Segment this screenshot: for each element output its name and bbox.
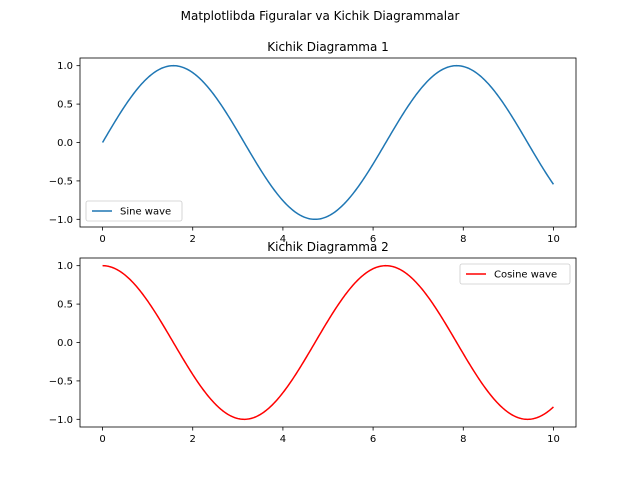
subplot-1-title: Kichik Diagramma 1 [267, 40, 389, 54]
subplot-1-x-tick-label: 0 [99, 234, 105, 245]
subplot-1-x-tick-label: 2 [190, 234, 196, 245]
subplot-1-y-tick-label: 0.5 [57, 100, 73, 111]
legend-frame [459, 263, 571, 285]
subplot-2: Kichik Diagramma 2 0 2 4 6 8 10 −1.0 −0.5 0.0 0.5 1… [49, 240, 577, 445]
subplot-2-y-tick-label: 1.0 [57, 261, 73, 272]
subplots-group: Kichik Diagramma 1 0 2 4 6 8 10 −1.0 −0.5 0.0 0.5 1… [49, 40, 577, 445]
subplot-2-y-tick-label: −0.5 [49, 376, 73, 387]
subplot-2-x-tick-label: 4 [280, 434, 286, 445]
subplot-2-series-line [102, 264, 554, 421]
legend-label: Cosine wave [494, 270, 557, 281]
legend-label: Sine wave [120, 207, 171, 218]
subplot-1-y-tick-label: 1.0 [57, 61, 73, 72]
subplot-1-y-tick-label: −1.0 [49, 215, 73, 226]
subplot-1-x-tick-label: 8 [460, 234, 466, 245]
subplot-2-title: Kichik Diagramma 2 [267, 240, 389, 254]
figure-suptitle: Matplotlibda Figuralar va Kichik Diagram… [181, 9, 460, 23]
subplot-2-x-tick-label: 2 [190, 434, 196, 445]
subplot-1-x-tick-label: 4 [280, 234, 286, 245]
subplot-1-y-tick-label: 0.0 [57, 138, 73, 149]
subplot-1-series-line [101, 64, 555, 221]
subplot-1-legend: Sine wave [85, 200, 183, 222]
subplot-2-x-tick-label: 8 [460, 434, 466, 445]
subplot-1-y-tick-label: −0.5 [49, 176, 73, 187]
subplot-2-x-tick-label: 10 [547, 434, 560, 445]
subplot-2-x-tick-label: 6 [370, 434, 376, 445]
subplot-2-legend: Cosine wave [459, 263, 571, 285]
subplot-1-x-tick-label: 6 [370, 234, 376, 245]
legend-frame [85, 200, 183, 222]
subplot-1-x-tick-label: 10 [547, 234, 560, 245]
subplot-2-x-tick-label: 0 [99, 434, 105, 445]
subplot-2-y-tick-label: 0.0 [57, 338, 73, 349]
subplot-2-y-tick-label: 0.5 [57, 300, 73, 311]
subplot-1: Kichik Diagramma 1 0 2 4 6 8 10 −1.0 −0.5 0.0 0.5 1… [49, 40, 577, 245]
subplot-2-y-tick-label: −1.0 [49, 415, 73, 426]
